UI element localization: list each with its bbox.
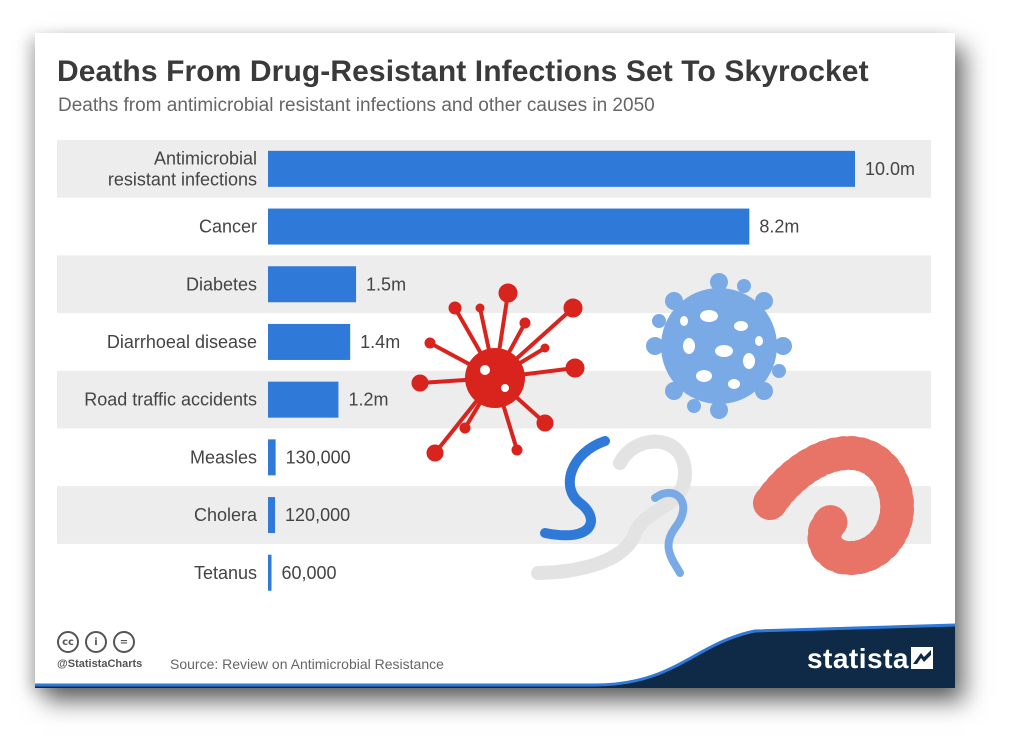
row-stripe: [57, 486, 931, 544]
bar[interactable]: [268, 323, 351, 360]
value-label: 120,000: [285, 505, 350, 525]
value-label: 60,000: [282, 563, 337, 583]
nd-icon[interactable]: =: [113, 631, 135, 653]
value-label: 1.4m: [360, 332, 400, 352]
bar[interactable]: [268, 497, 276, 534]
value-label: 130,000: [286, 447, 351, 467]
statista-mark-icon: [911, 647, 933, 669]
category-label: Cholera: [194, 505, 258, 525]
bar[interactable]: [268, 208, 750, 245]
bar[interactable]: [268, 266, 357, 303]
category-label: Diarrhoeal disease: [107, 332, 257, 352]
cc-icon[interactable]: cc: [57, 631, 79, 653]
value-label: 8.2m: [759, 217, 799, 237]
category-label: Diabetes: [186, 274, 257, 294]
bar[interactable]: [268, 150, 855, 187]
footer-wave: [35, 623, 955, 688]
infographic-card: Deaths From Drug-Resistant Infections Se…: [35, 33, 955, 688]
bar[interactable]: [268, 439, 276, 476]
category-label: Measles: [190, 447, 257, 467]
statista-logo[interactable]: statista: [806, 643, 909, 674]
chart-subtitle: Deaths from antimicrobial resistant infe…: [58, 95, 655, 116]
source-note: Source: Review on Antimicrobial Resistan…: [170, 656, 444, 672]
bar-chart: Antimicrobial resistant infections 10.0m Ca…: [57, 140, 931, 591]
license-icons: cc i =: [57, 631, 135, 653]
value-label: 10.0m: [865, 159, 915, 179]
category-label: Tetanus: [194, 563, 257, 583]
value-label: 1.5m: [366, 274, 406, 294]
value-label: 1.2m: [348, 390, 388, 410]
by-icon[interactable]: i: [85, 631, 107, 653]
category-label: Antimicrobial resistant infections: [108, 148, 257, 189]
category-label: Road traffic accidents: [84, 390, 257, 410]
category-label: Cancer: [199, 217, 257, 237]
chart-title: Deaths From Drug-Resistant Infections Se…: [57, 55, 869, 88]
bar[interactable]: [268, 554, 272, 591]
twitter-handle[interactable]: @StatistaCharts: [57, 658, 143, 670]
bar[interactable]: [268, 381, 339, 418]
